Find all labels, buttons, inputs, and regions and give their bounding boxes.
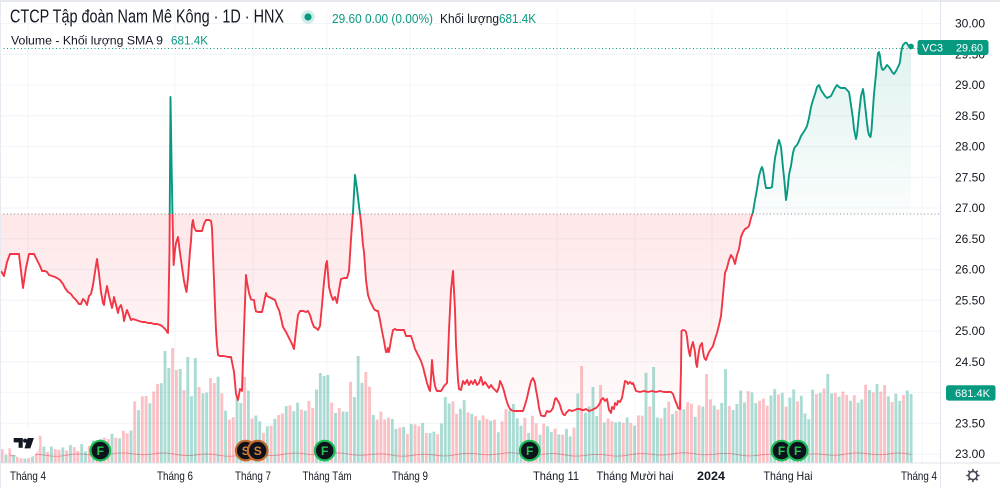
svg-text:29.60: 29.60 <box>956 43 983 55</box>
svg-text:Tháng Tám: Tháng Tám <box>303 469 352 483</box>
svg-text:Tháng 11: Tháng 11 <box>533 469 579 483</box>
svg-text:Tháng Hai: Tháng Hai <box>764 469 813 483</box>
svg-text:29.00: 29.00 <box>955 78 985 92</box>
svg-text:23.00: 23.00 <box>955 447 985 461</box>
svg-text:26.00: 26.00 <box>955 263 985 277</box>
svg-text:Volume - Khối lượng SMA 9: Volume - Khối lượng SMA 9 <box>11 34 163 48</box>
svg-text:F: F <box>794 444 801 458</box>
svg-text:23.50: 23.50 <box>955 416 985 430</box>
svg-text:F: F <box>97 444 104 458</box>
svg-text:681.4K: 681.4K <box>499 11 536 26</box>
svg-text:28.50: 28.50 <box>955 109 985 123</box>
svg-text:681.4K: 681.4K <box>171 34 208 48</box>
svg-text:VC3: VC3 <box>922 43 943 55</box>
svg-text:2024: 2024 <box>697 469 725 483</box>
svg-text:25.00: 25.00 <box>955 324 985 338</box>
svg-text:Khối lượng: Khối lượng <box>440 11 499 26</box>
svg-text:Tháng Mười hai: Tháng Mười hai <box>597 469 674 483</box>
svg-text:F: F <box>321 444 328 458</box>
svg-text:30.00: 30.00 <box>955 17 985 31</box>
svg-text:CTCP Tập đoàn Nam Mê Kông · 1D: CTCP Tập đoàn Nam Mê Kông · 1D · HNX <box>10 7 284 27</box>
svg-text:Tháng 4: Tháng 4 <box>901 469 937 483</box>
svg-text:F: F <box>778 444 785 458</box>
svg-text:Tháng 7: Tháng 7 <box>235 469 271 483</box>
svg-text:29.60 0.00 (0.00%): 29.60 0.00 (0.00%) <box>332 11 433 26</box>
svg-text:Tháng 4: Tháng 4 <box>10 469 46 483</box>
svg-text:Tháng 9: Tháng 9 <box>392 469 428 483</box>
svg-text:S: S <box>242 444 250 458</box>
svg-text:26.50: 26.50 <box>955 232 985 246</box>
svg-text:F: F <box>526 444 533 458</box>
svg-text:28.00: 28.00 <box>955 140 985 154</box>
svg-text:24.50: 24.50 <box>955 355 985 369</box>
svg-text:S: S <box>254 444 262 458</box>
svg-text:27.50: 27.50 <box>955 170 985 184</box>
svg-text:681.4K: 681.4K <box>955 388 991 400</box>
svg-text:Tháng 6: Tháng 6 <box>157 469 193 483</box>
svg-text:27.00: 27.00 <box>955 201 985 215</box>
svg-text:25.50: 25.50 <box>955 293 985 307</box>
